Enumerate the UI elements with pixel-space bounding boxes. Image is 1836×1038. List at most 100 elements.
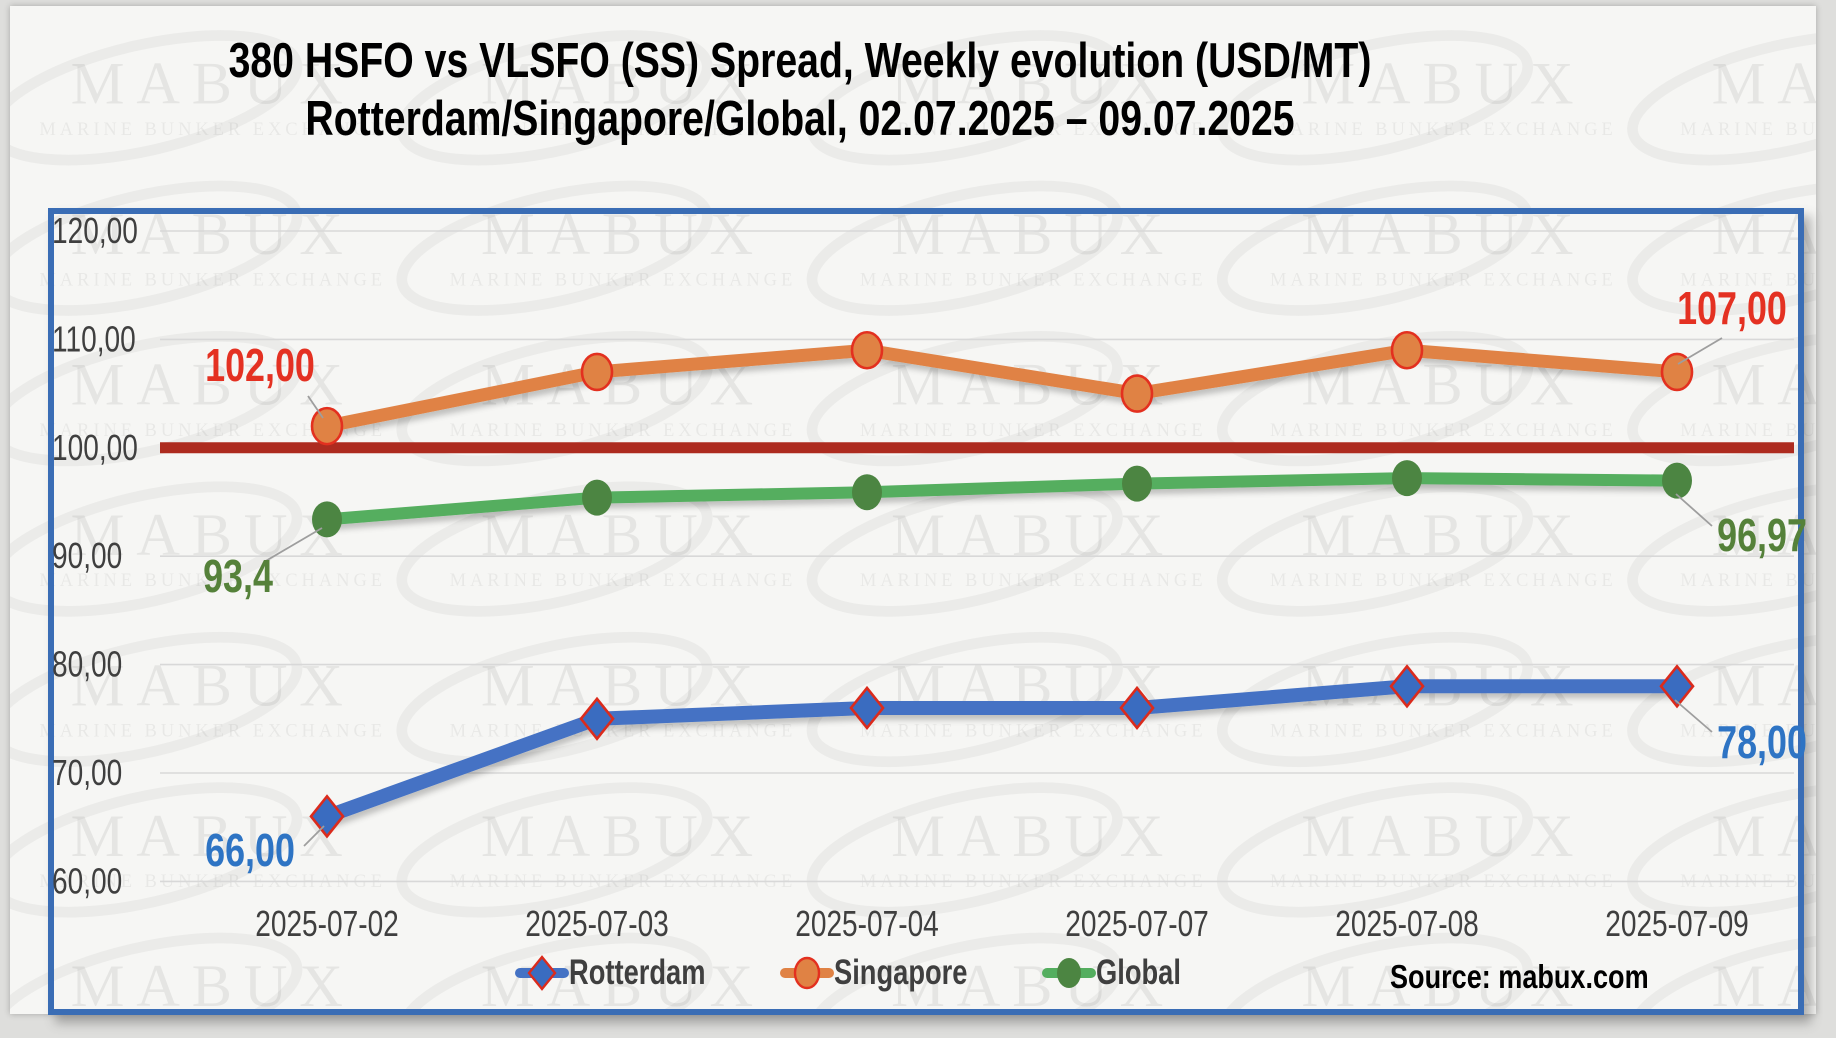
- watermark-tagline: MARINE BUNKER EXCHANGE: [39, 570, 386, 591]
- callout-global-5: [1675, 493, 1713, 527]
- series-line-global: [321, 472, 1683, 526]
- point-label-global-5: 96,97: [1717, 510, 1807, 561]
- watermark-tagline: MARINE BUNKER EXCHANGE: [39, 420, 386, 441]
- watermark-tagline: MARINE BUNKER EXCHANGE: [1680, 269, 1816, 290]
- watermark-tagline: MARINE BUNKER EXCHANGE: [860, 420, 1207, 441]
- watermark-swoosh: [1627, 631, 1816, 768]
- marker-circle: [580, 352, 614, 392]
- watermark-swoosh: [10, 481, 303, 617]
- legend-swatch-rotterdam: [515, 954, 570, 992]
- watermark-swoosh: [10, 782, 303, 918]
- watermark-brand: MABUX: [1301, 803, 1585, 870]
- watermark-tagline: MARINE BUNKER EXCHANGE: [450, 269, 797, 290]
- watermark-tagline: MARINE BUNKER EXCHANGE: [39, 269, 386, 290]
- watermark-tagline: MARINE BUNKER EXCHANGE: [1270, 119, 1617, 140]
- line-chart: 102,00 107,00 93,4 96,97 66,00 78,00 120,00 110…: [52, 211, 1807, 944]
- watermark-tagline: MARINE BUNKER EXCHANGE: [1270, 269, 1617, 290]
- marker-diamond: [579, 696, 615, 741]
- chart-title-line2: Rotterdam/Singapore/Global, 02.07.2025 –…: [305, 92, 1295, 146]
- point-label-rotterdam-0: 66,00: [205, 825, 295, 876]
- callout-lines: [263, 337, 1723, 847]
- watermark-brand: MABUX: [481, 502, 765, 569]
- watermark-tagline: MARINE BUNKER EXCHANGE: [39, 721, 386, 742]
- watermark-brand: MABUX: [71, 652, 355, 719]
- point-labels: 102,00 107,00 93,4 96,97 66,00 78,00: [203, 283, 1807, 876]
- watermark-brand: MABUX: [481, 953, 765, 1014]
- legend-label-global: Global: [1095, 953, 1181, 992]
- x-tick-2025-07-02: 2025-07-02: [255, 904, 399, 944]
- source-note: Source: mabux.com: [1390, 958, 1649, 995]
- y-tick-110: 110,00: [52, 319, 136, 359]
- legend-marker-circle-icon: [1056, 958, 1081, 988]
- watermark-brand: MABUX: [891, 51, 1175, 118]
- legend-marker-diamond-icon: [527, 955, 557, 991]
- series-markers-rotterdam: [309, 664, 1695, 839]
- callout-global-0: [263, 527, 323, 563]
- legend-circle: [794, 956, 821, 990]
- watermark-swoosh: [396, 782, 713, 918]
- point-label-singapore-0: 102,00: [205, 340, 315, 391]
- watermark-swoosh: [1216, 30, 1534, 166]
- watermark-tagline: MARINE BUNKER EXCHANGE: [1680, 570, 1816, 591]
- marker-diamond: [309, 794, 345, 839]
- legend-item-rotterdam: Rotterdam: [515, 954, 744, 992]
- y-tick-120: 120,00: [52, 211, 138, 251]
- watermark-swoosh: [1627, 30, 1816, 166]
- watermark-brand: MABUX: [1301, 953, 1585, 1014]
- watermark-swoosh: [1216, 932, 1534, 1014]
- marker-circle: [1392, 460, 1422, 497]
- watermark-tagline: MARINE BUNKER EXCHANGE: [450, 119, 797, 140]
- marker-circle: [1660, 352, 1694, 392]
- marker-circle: [1122, 465, 1152, 502]
- watermark-brand: MABUX: [71, 352, 355, 419]
- marker-diamond: [1659, 664, 1695, 709]
- callout-rotterdam-0: [303, 825, 325, 847]
- marker-circle: [582, 479, 612, 516]
- watermark-brand: MABUX: [71, 803, 355, 870]
- chart-title-line1: 380 HSFO vs VLSFO (SS) Spread, Weekly ev…: [228, 34, 1372, 88]
- legend-marker-circle-icon: [794, 956, 821, 990]
- watermark-tagline: MARINE BUNKER EXCHANGE: [1270, 570, 1617, 591]
- watermark-brand: MABUX: [891, 502, 1175, 569]
- marker-circle: [852, 474, 882, 511]
- legend-item-global: Global: [1041, 953, 1205, 992]
- watermark-swoosh: [10, 331, 303, 467]
- watermark-swoosh: [396, 30, 713, 166]
- legend-swatch-singapore: [780, 954, 835, 992]
- marker-circle: [1120, 374, 1154, 413]
- watermark-swoosh: [10, 932, 303, 1014]
- callout-singapore-0: [307, 395, 324, 419]
- legend-swatch-global: [1041, 954, 1096, 992]
- watermark-tagline: MARINE BUNKER EXCHANGE: [860, 721, 1207, 742]
- y-axis-labels: 120,00 110,00 100,00 90,00 80,00 70,00 60,00: [52, 211, 138, 902]
- watermark-swoosh: [10, 30, 303, 166]
- watermark-brand: MABUX: [1301, 51, 1585, 118]
- plot-area-frame: [48, 208, 1804, 1015]
- legend-label-singapore: Singapore: [834, 953, 968, 992]
- watermark-tagline: MARINE BUNKER EXCHANGE: [860, 269, 1207, 290]
- marker-circle: [312, 501, 342, 538]
- y-tick-90: 90,00: [52, 536, 122, 576]
- watermark-swoosh: [1627, 331, 1816, 467]
- watermark-tagline: MARINE BUNKER EXCHANGE: [1270, 420, 1617, 441]
- marker-diamond: [849, 685, 885, 731]
- watermark-tagline: MARINE BUNKER EXCHANGE: [1680, 721, 1816, 742]
- watermark-swoosh: [806, 30, 1123, 166]
- watermark-brand: MABUX: [891, 953, 1175, 1014]
- watermark-swoosh: [1627, 932, 1816, 1014]
- y-tick-80: 80,00: [52, 644, 122, 684]
